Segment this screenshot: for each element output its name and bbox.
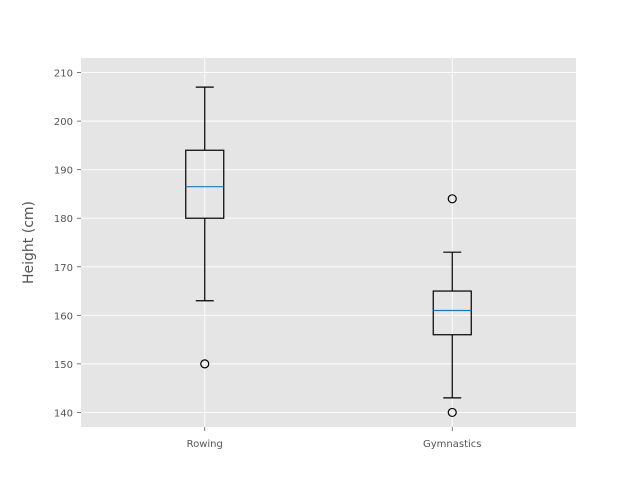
box-gymnastics: [432, 194, 472, 418]
axis-ticks: 140 150 160 170 180 190 200 210 Rowing Gymnastics: [54, 69, 482, 450]
box-iqr: [185, 149, 225, 219]
outlier-point: [200, 359, 210, 369]
y-tick-label: 180: [54, 214, 73, 225]
x-tick-label: Gymnastics: [423, 439, 482, 450]
outlier-point: [447, 407, 457, 418]
y-tick-label: 160: [54, 311, 73, 322]
outlier-point: [447, 194, 457, 204]
plot-area: [81, 58, 576, 427]
y-tick-label: 210: [54, 69, 73, 80]
box-iqr: [432, 290, 472, 336]
y-tick-label: 140: [54, 408, 73, 419]
y-tick-label: 200: [54, 117, 73, 128]
boxes: [185, 86, 472, 418]
y-tick-label: 190: [54, 166, 73, 177]
x-tick-label: Rowing: [187, 439, 223, 450]
y-axis-label: Height (cm): [21, 201, 37, 284]
y-tick-label: 170: [54, 263, 73, 274]
y-tick-label: 150: [54, 360, 73, 371]
box-rowing: [185, 86, 225, 369]
